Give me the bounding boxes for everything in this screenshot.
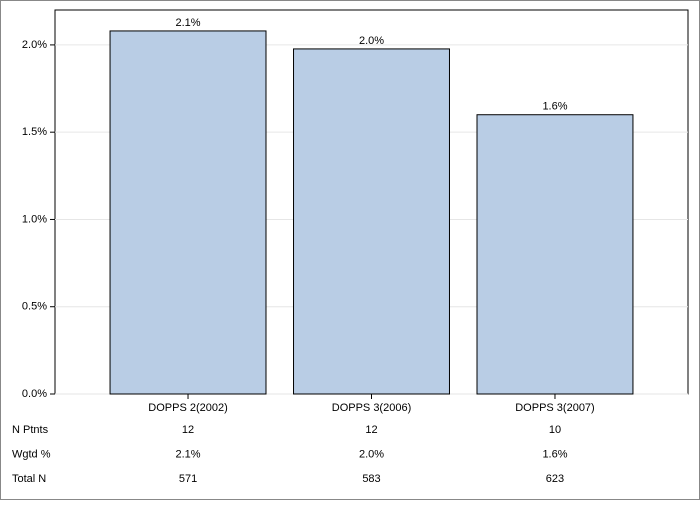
y-tick-label: 0.5% xyxy=(22,301,47,313)
x-tick-label: DOPPS 3(2006) xyxy=(332,402,411,414)
value-label: 1.6% xyxy=(542,101,567,113)
table-cell: 10 xyxy=(549,424,561,436)
table-cell: 2.0% xyxy=(359,448,384,460)
y-tick-label: 1.0% xyxy=(22,213,47,225)
table-cell: 583 xyxy=(362,473,380,485)
bar xyxy=(293,48,450,395)
y-tick-label: 0.0% xyxy=(22,388,47,400)
value-label: 2.0% xyxy=(359,35,384,47)
table-row-label: Wgtd % xyxy=(12,448,51,460)
table-row-label: Total N xyxy=(12,473,46,485)
x-tick-label: DOPPS 2(2002) xyxy=(148,402,227,414)
table-cell: 12 xyxy=(182,424,194,436)
x-tick-label: DOPPS 3(2007) xyxy=(515,402,594,414)
y-tick-label: 1.5% xyxy=(22,126,47,138)
table-cell: 1.6% xyxy=(542,448,567,460)
table-cell: 623 xyxy=(546,473,564,485)
table-cell: 571 xyxy=(179,473,197,485)
bar xyxy=(476,114,634,395)
y-tick-label: 2.0% xyxy=(22,39,47,51)
bar xyxy=(109,30,267,395)
table-cell: 12 xyxy=(365,424,377,436)
table-cell: 2.1% xyxy=(175,448,200,460)
table-row-label: N Ptnts xyxy=(12,424,49,436)
value-label: 2.1% xyxy=(175,17,200,29)
